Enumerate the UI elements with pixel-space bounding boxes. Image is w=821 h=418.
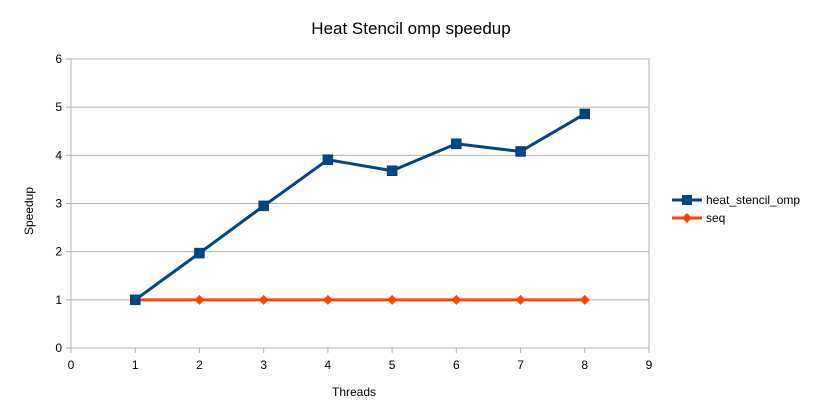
legend-label-heat_stencil_omp: heat_stencil_omp <box>706 193 800 207</box>
legend-item-seq: seq <box>672 211 725 225</box>
x-tick-label-8: 8 <box>581 358 588 372</box>
y-axis-label: Speedup <box>22 187 36 235</box>
legend-marker-heat_stencil_omp <box>682 195 692 205</box>
data-point-seq-3 <box>258 294 269 305</box>
legend-item-heat_stencil_omp: heat_stencil_omp <box>672 193 800 207</box>
x-tick-label-3: 3 <box>260 358 267 372</box>
data-point-heat_stencil_omp-4 <box>322 154 334 165</box>
data-point-seq-8 <box>579 294 590 305</box>
series-seq <box>130 294 590 305</box>
y-tick-label-0: 0 <box>55 341 62 355</box>
y-tick-label-3: 3 <box>55 197 62 211</box>
y-tick-label-4: 4 <box>55 148 62 162</box>
grid-lines <box>71 58 649 349</box>
x-tick-label-9: 9 <box>646 358 653 372</box>
y-tick-label-6: 6 <box>55 52 62 66</box>
data-point-heat_stencil_omp-8 <box>579 108 591 120</box>
chart-title: Heat Stencil omp speedup <box>311 19 510 38</box>
data-point-seq-7 <box>515 294 526 305</box>
x-tick-label-2: 2 <box>196 358 203 372</box>
data-point-heat_stencil_omp-6 <box>451 138 462 150</box>
data-point-seq-5 <box>387 294 398 305</box>
series-heat_stencil_omp <box>129 108 591 306</box>
x-tick-label-1: 1 <box>132 358 139 372</box>
x-tick-label-0: 0 <box>68 358 75 372</box>
data-point-heat_stencil_omp-7 <box>515 146 526 157</box>
legend-label-seq: seq <box>706 211 725 225</box>
x-tick-label-4: 4 <box>325 358 332 372</box>
x-tick-label-7: 7 <box>517 358 524 372</box>
data-point-heat_stencil_omp-2 <box>194 247 205 259</box>
y-tick-label-2: 2 <box>55 245 62 259</box>
y-tick-label-5: 5 <box>55 100 62 114</box>
x-axis-label: Threads <box>332 385 376 399</box>
data-point-seq-6 <box>451 294 462 305</box>
data-point-heat_stencil_omp-5 <box>386 165 398 176</box>
series-layer <box>129 108 591 306</box>
axis-ticks: 0 1 2 3 4 5 6 0 1 2 3 4 5 6 7 8 9 <box>55 52 652 372</box>
x-tick-label-5: 5 <box>389 358 396 372</box>
y-tick-label-1: 1 <box>55 293 62 307</box>
legend-marker-seq <box>682 213 692 223</box>
x-tick-label-6: 6 <box>453 358 460 372</box>
data-point-seq-2 <box>194 294 205 305</box>
data-point-heat_stencil_omp-1 <box>129 294 141 306</box>
series-line-heat_stencil_omp <box>134 112 586 302</box>
data-point-heat_stencil_omp-3 <box>258 200 269 212</box>
data-point-seq-4 <box>322 294 333 305</box>
